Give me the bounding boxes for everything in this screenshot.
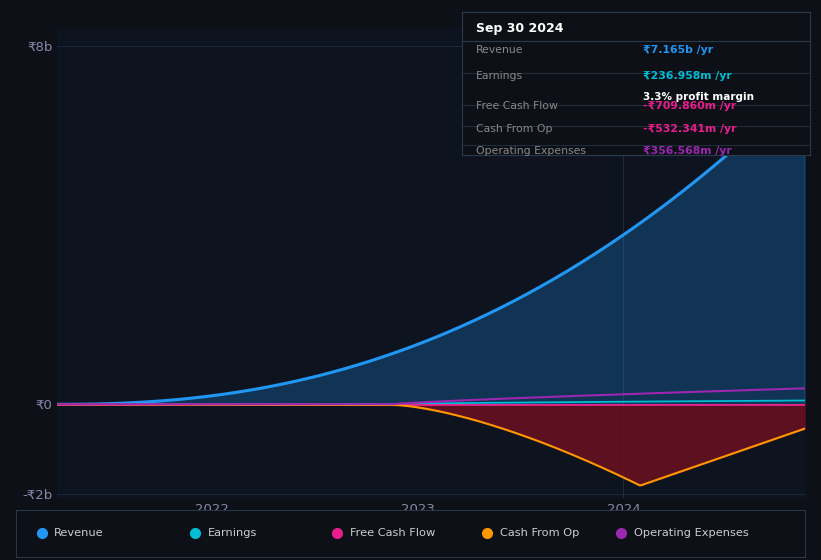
Text: 3.3% profit margin: 3.3% profit margin xyxy=(643,92,754,102)
Text: Earnings: Earnings xyxy=(476,71,523,81)
Text: Operating Expenses: Operating Expenses xyxy=(634,529,748,538)
Text: -₹709.860m /yr: -₹709.860m /yr xyxy=(643,101,736,111)
Text: ₹7.165b /yr: ₹7.165b /yr xyxy=(643,45,713,55)
Text: Revenue: Revenue xyxy=(476,45,524,55)
Text: ₹356.568m /yr: ₹356.568m /yr xyxy=(643,146,732,156)
Text: -₹532.341m /yr: -₹532.341m /yr xyxy=(643,124,736,133)
Text: Sep 30 2024: Sep 30 2024 xyxy=(476,22,563,35)
Text: Operating Expenses: Operating Expenses xyxy=(476,146,586,156)
Text: Revenue: Revenue xyxy=(54,529,104,538)
Text: Free Cash Flow: Free Cash Flow xyxy=(476,101,557,111)
Text: Cash From Op: Cash From Op xyxy=(476,124,553,133)
Text: Earnings: Earnings xyxy=(208,529,257,538)
Text: ₹236.958m /yr: ₹236.958m /yr xyxy=(643,71,732,81)
Text: Free Cash Flow: Free Cash Flow xyxy=(350,529,435,538)
Text: Cash From Op: Cash From Op xyxy=(499,529,579,538)
